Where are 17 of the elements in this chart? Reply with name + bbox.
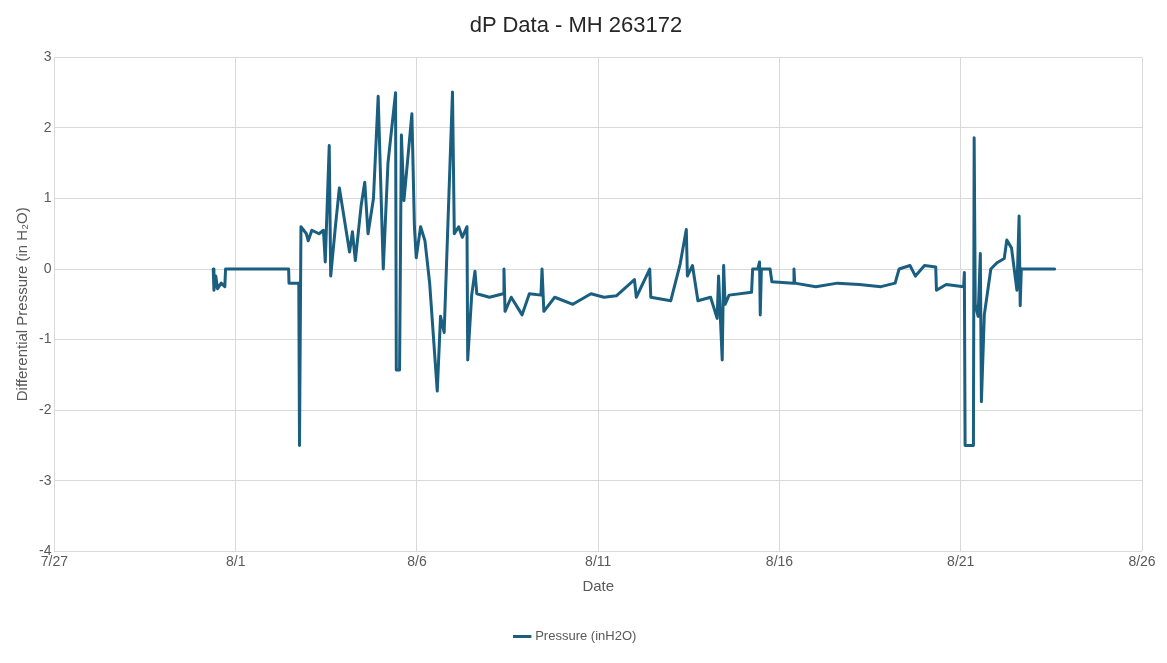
x-tick-label: 8/1 (225, 553, 246, 570)
x-tick-label: 8/21 (947, 553, 975, 570)
x-tick-label: 8/26 (1128, 553, 1156, 570)
y-tick-label: 2 (43, 118, 52, 135)
y-tick-label: -1 (39, 330, 52, 347)
x-tick-label: 8/11 (585, 553, 612, 570)
chart-title: dP Data - MH 263172 (469, 12, 683, 38)
x-tick-label: 8/16 (765, 553, 794, 570)
x-axis-title: Date (582, 577, 615, 595)
x-tick-label: 8/6 (407, 553, 427, 570)
y-tick-label: 1 (43, 189, 52, 206)
y-axis-title: Differential Pressure (in H₂O) (13, 207, 31, 402)
y-tick-label: -3 (39, 471, 52, 488)
y-tick-label: 0 (43, 259, 52, 276)
legend-label: Pressure (inH2O) (535, 628, 637, 644)
y-tick-label: 3 (43, 48, 52, 65)
y-tick-label: -2 (39, 400, 52, 417)
